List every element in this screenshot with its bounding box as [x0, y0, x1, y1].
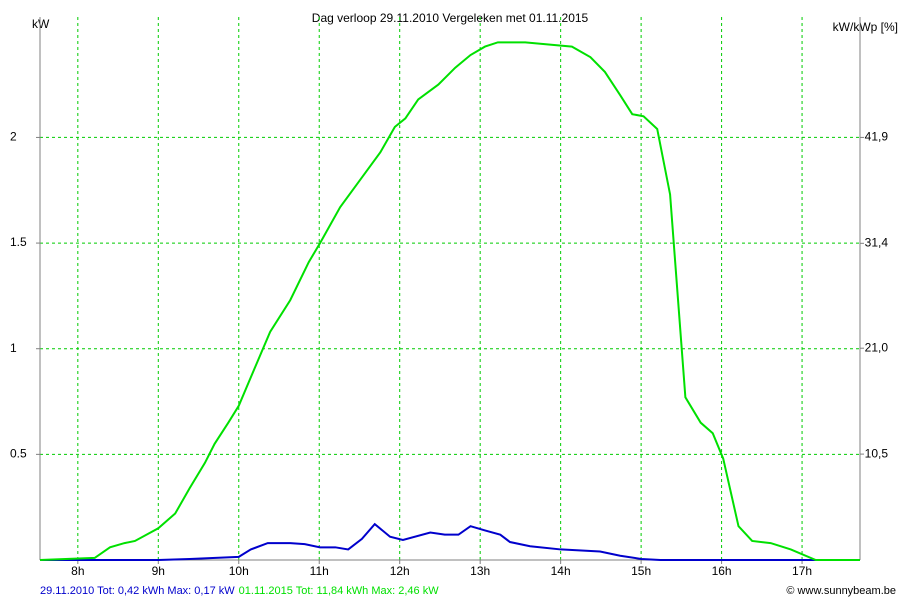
- y2-tick-label: 10,5: [865, 446, 889, 460]
- x-tick-label: 12h: [390, 564, 410, 578]
- y-tick-label: 2: [10, 130, 17, 144]
- y2-axis-label: kW/kWp [%]: [833, 20, 898, 34]
- y-tick-label: 1: [10, 341, 17, 355]
- series-line: [39, 41, 860, 561]
- legend-entry: 01.11.2015 Tot: 11,84 kWh Max: 2,46 kW: [239, 585, 440, 597]
- x-tick-label: 13h: [470, 564, 490, 578]
- y-axis-label: kW: [32, 17, 50, 31]
- y2-tick-label: 21,0: [865, 340, 889, 354]
- legend-entry: 29.11.2010 Tot: 0,42 kWh Max: 0,17 kW: [40, 585, 235, 597]
- chart-title: Dag verloop 29.11.2010 Vergeleken met 01…: [312, 11, 589, 25]
- x-tick-label: 11h: [310, 564, 329, 578]
- y2-tick-label: 41,9: [865, 130, 889, 144]
- x-tick-label: 17h: [792, 564, 812, 578]
- y-tick-label: 0.5: [10, 447, 27, 461]
- x-tick-label: 9h: [152, 564, 165, 578]
- y2-tick-label: 31,4: [865, 235, 889, 249]
- x-tick-label: 8h: [71, 564, 84, 578]
- credit: © www.sunnybeam.be: [786, 585, 896, 597]
- x-tick-label: 16h: [712, 564, 732, 578]
- x-tick-label: 15h: [631, 564, 651, 578]
- legend: 29.11.2010 Tot: 0,42 kWh Max: 0,17 kW 01.…: [40, 585, 439, 597]
- y-tick-label: 1.5: [10, 235, 27, 249]
- x-tick-label: 14h: [551, 564, 571, 578]
- series-line: [40, 522, 860, 561]
- x-tick-label: 10h: [229, 564, 249, 578]
